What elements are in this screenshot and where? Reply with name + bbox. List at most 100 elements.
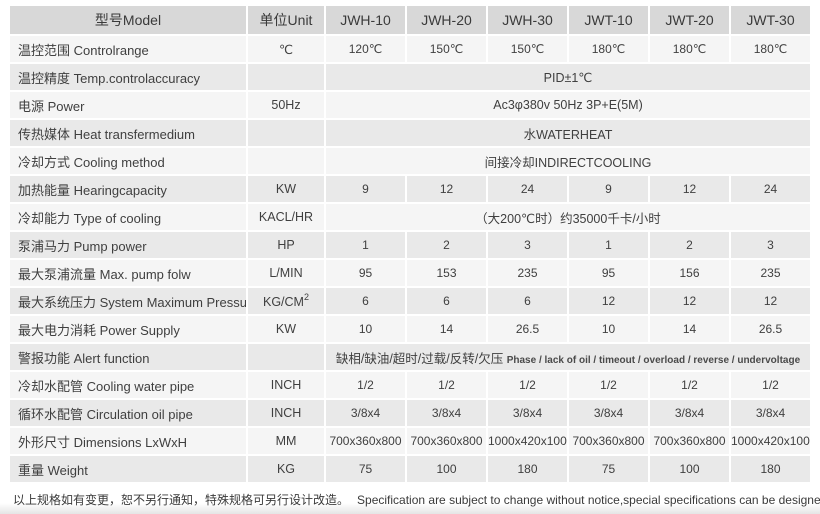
row-unit: INCH: [248, 372, 324, 398]
row-value: 150℃: [488, 36, 567, 62]
row-value: 6: [407, 288, 486, 314]
row-value: 12: [407, 176, 486, 202]
row-unit: [248, 344, 324, 370]
table-row: 加热能量 Hearingcapacity KW 9 12 24 9 12 24: [10, 176, 810, 202]
row-value: 100: [407, 456, 486, 482]
footer-note: 以上规格如有变更，恕不另行通知，特殊规格可另行设计改造。 Specificatio…: [13, 491, 820, 508]
row-value: 14: [407, 316, 486, 342]
row-unit: KG/CM2: [248, 288, 324, 314]
row-value: 156: [650, 260, 729, 286]
row-unit: INCH: [248, 400, 324, 426]
header-model-jwt-10: JWT-10: [569, 6, 648, 34]
row-span-value: （大200℃时）约35000千卡/小时: [326, 204, 810, 230]
table-header-row: 型号Model 单位Unit JWH-10 JWH-20 JWH-30 JWT-10 J…: [10, 6, 810, 34]
row-value: 1: [326, 232, 405, 258]
row-value: 3/8x4: [731, 400, 810, 426]
row-unit: [248, 148, 324, 174]
header-model-jwh-10: JWH-10: [326, 6, 405, 34]
row-span-value: 缺相/缺油/超时/过载/反转/欠压 Phase / lack of oil / …: [326, 344, 810, 370]
spec-table: 型号Model 单位Unit JWH-10 JWH-20 JWH-30 JWT-10 J…: [8, 4, 812, 484]
row-unit: L/MIN: [248, 260, 324, 286]
row-value: 235: [488, 260, 567, 286]
table-row: 重量 Weight KG 75 100 180 75 100 180: [10, 456, 810, 482]
row-value: 24: [731, 176, 810, 202]
row-value: 1/2: [569, 372, 648, 398]
row-name: 泵浦马力 Pump power: [10, 232, 246, 258]
row-value: 24: [488, 176, 567, 202]
row-value: 3/8x4: [569, 400, 648, 426]
row-unit: ℃: [248, 36, 324, 62]
row-name: 循环水配管 Circulation oil pipe: [10, 400, 246, 426]
row-name: 最大系统压力 System Maximum Pressure: [10, 288, 246, 314]
row-span-value: PID±1℃: [326, 64, 810, 90]
row-value: 6: [326, 288, 405, 314]
row-value: 3: [731, 232, 810, 258]
table-row: 最大电力消耗 Power Supply KW 10 14 26.5 10 14 26.5: [10, 316, 810, 342]
header-model: 型号Model: [10, 6, 246, 34]
row-value: 95: [326, 260, 405, 286]
row-value: 1000x420x1000: [488, 428, 567, 454]
table-row: 泵浦马力 Pump power HP 1 2 3 1 2 3: [10, 232, 810, 258]
row-value: 10: [326, 316, 405, 342]
row-value: 180℃: [650, 36, 729, 62]
row-unit: KW: [248, 316, 324, 342]
row-name: 冷却方式 Cooling method: [10, 148, 246, 174]
row-value: 95: [569, 260, 648, 286]
row-value: 3: [488, 232, 567, 258]
row-name: 温控范围 Controlrange: [10, 36, 246, 62]
table-row: 最大系统压力 System Maximum Pressure KG/CM2 6 6 6 1…: [10, 288, 810, 314]
row-value: 700x360x800: [569, 428, 648, 454]
row-value: 100: [650, 456, 729, 482]
row-name: 最大电力消耗 Power Supply: [10, 316, 246, 342]
table-row: 冷却方式 Cooling method 间接冷却INDIRECTCOOLING: [10, 148, 810, 174]
row-name: 温控精度 Temp.controlaccuracy: [10, 64, 246, 90]
table-row: 循环水配管 Circulation oil pipe INCH 3/8x4 3/8x4…: [10, 400, 810, 426]
table-row: 传热媒体 Heat transfermedium 水WATERHEAT: [10, 120, 810, 146]
row-name: 传热媒体 Heat transfermedium: [10, 120, 246, 146]
row-value: 3/8x4: [326, 400, 405, 426]
row-value: 120℃: [326, 36, 405, 62]
row-value: 1/2: [650, 372, 729, 398]
row-value: 153: [407, 260, 486, 286]
row-value: 9: [326, 176, 405, 202]
row-unit: KG: [248, 456, 324, 482]
row-value: 12: [569, 288, 648, 314]
row-unit: 50Hz: [248, 92, 324, 118]
row-value: 2: [407, 232, 486, 258]
row-value: 2: [650, 232, 729, 258]
row-value: 26.5: [731, 316, 810, 342]
table-row: 警报功能 Alert function 缺相/缺油/超时/过载/反转/欠压 Pha…: [10, 344, 810, 370]
row-value: 10: [569, 316, 648, 342]
row-value: 1/2: [326, 372, 405, 398]
footer-note-en: Specification are subject to change with…: [357, 493, 820, 507]
row-unit: [248, 120, 324, 146]
header-model-jwh-20: JWH-20: [407, 6, 486, 34]
row-value: 75: [326, 456, 405, 482]
row-unit: KACL/HR: [248, 204, 324, 230]
row-value: 12: [650, 176, 729, 202]
row-value: 3/8x4: [407, 400, 486, 426]
row-name: 警报功能 Alert function: [10, 344, 246, 370]
row-name: 冷却能力 Type of cooling: [10, 204, 246, 230]
footer-note-cn: 以上规格如有变更，恕不另行通知，特殊规格可另行设计改造。: [13, 493, 350, 507]
row-value: 3/8x4: [488, 400, 567, 426]
row-value: 235: [731, 260, 810, 286]
row-name: 电源 Power: [10, 92, 246, 118]
header-unit: 单位Unit: [248, 6, 324, 34]
row-span-value: 水WATERHEAT: [326, 120, 810, 146]
row-unit: [248, 64, 324, 90]
header-model-jwh-30: JWH-30: [488, 6, 567, 34]
row-value: 1/2: [731, 372, 810, 398]
header-model-jwt-20: JWT-20: [650, 6, 729, 34]
row-value: 1/2: [488, 372, 567, 398]
row-unit: HP: [248, 232, 324, 258]
row-name: 外形尺寸 Dimensions LxWxH: [10, 428, 246, 454]
row-value: 180: [731, 456, 810, 482]
row-value: 180: [488, 456, 567, 482]
row-name: 最大泵浦流量 Max. pump folw: [10, 260, 246, 286]
row-value: 180℃: [731, 36, 810, 62]
row-value: 12: [731, 288, 810, 314]
table-row: 电源 Power 50Hz Ac3φ380v 50Hz 3P+E(5M): [10, 92, 810, 118]
row-name: 重量 Weight: [10, 456, 246, 482]
